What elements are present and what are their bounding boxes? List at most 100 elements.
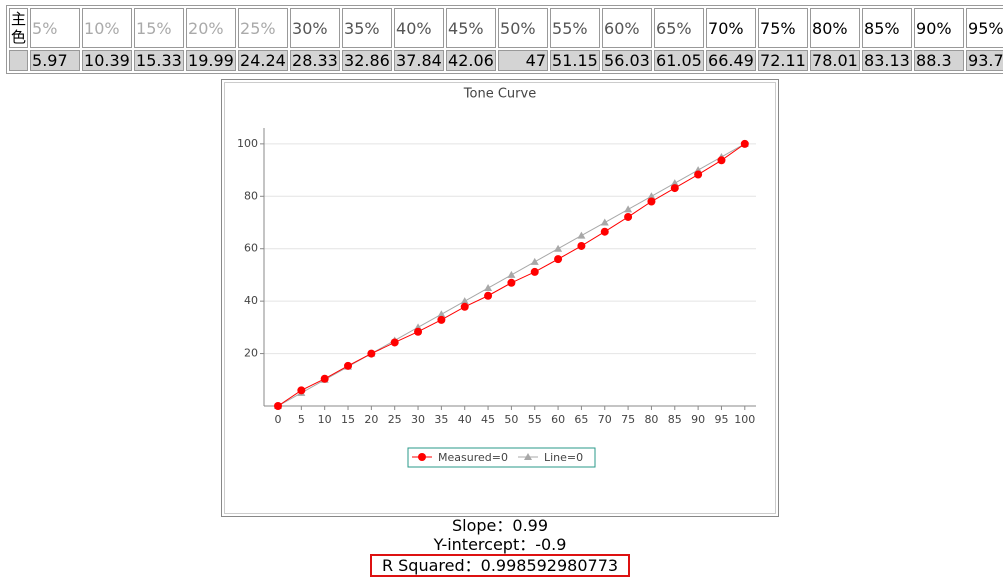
header-cell: 75% <box>758 8 809 48</box>
header-cell: 5% <box>30 8 81 48</box>
point <box>530 267 539 276</box>
x-tick-label: 90 <box>691 413 705 426</box>
header-cell: 55% <box>550 8 601 48</box>
highlight-box: R Squared：0.998592980773 <box>369 554 631 577</box>
point <box>600 218 609 226</box>
y-tick-label: 60 <box>244 242 258 255</box>
point <box>297 386 306 395</box>
value-cell: 5.97 <box>30 50 81 71</box>
point <box>344 361 353 370</box>
point <box>484 291 493 300</box>
header-cell: 35% <box>342 8 393 48</box>
value-cell: 51.15 <box>550 50 601 71</box>
value-cell: 10.39 <box>82 50 133 71</box>
x-tick-label: 100 <box>734 413 755 426</box>
chart: Tone Curve 20 40 60 80 100 0 5 10 15 20 25 30 35 40 45… <box>237 87 756 468</box>
value-cell: 93.74 <box>966 50 1003 71</box>
x-tick-label: 35 <box>434 413 448 426</box>
legend-marker <box>418 453 426 461</box>
header-cell: 50% <box>498 8 549 48</box>
value-cell: 66.49 <box>706 50 757 71</box>
point <box>624 212 633 221</box>
x-tick-label: 55 <box>528 413 542 426</box>
point <box>507 270 516 278</box>
stat-row: Y-intercept：-0.9 <box>0 535 1000 554</box>
x-tick-label: 70 <box>598 413 612 426</box>
point <box>624 205 633 213</box>
point <box>437 315 446 324</box>
header-cell: 95% <box>966 8 1003 48</box>
x-tick-label: 5 <box>298 413 305 426</box>
stat-value: 0.998592980773 <box>480 556 619 575</box>
header-cell: 40% <box>394 8 445 48</box>
x-tick-label: 15 <box>341 413 355 426</box>
point <box>274 402 283 410</box>
chart-title: Tone Curve <box>463 87 536 102</box>
legend-box <box>407 447 596 468</box>
stat-value: 0.99 <box>512 516 549 535</box>
point <box>390 338 399 347</box>
x-tick-label: 10 <box>318 413 332 426</box>
point <box>577 241 586 250</box>
x-tick-label: 20 <box>364 413 378 426</box>
value-cell: 42.06 <box>446 50 497 71</box>
y-tick-label: 40 <box>244 294 258 307</box>
point <box>320 374 329 383</box>
point <box>530 257 539 265</box>
value-cell: 78.01 <box>810 50 861 71</box>
header-cell: 25% <box>238 8 289 48</box>
x-tick-label: 25 <box>388 413 402 426</box>
point <box>577 231 586 239</box>
value-cell: 72.11 <box>758 50 809 71</box>
x-tick-label: 30 <box>411 413 425 426</box>
x-tick-label: 85 <box>668 413 682 426</box>
point <box>460 302 469 311</box>
header-cell: 20% <box>186 8 237 48</box>
y-tick-label: 80 <box>244 189 258 202</box>
point <box>647 192 656 200</box>
chart-frame: Tone Curve 20 40 60 80 100 0 5 10 15 20 25 30 35 40 45… <box>221 79 779 517</box>
header-cell: 30% <box>290 8 341 48</box>
stat-label: R Squared： <box>381 556 481 575</box>
x-tick-label: 95 <box>714 413 728 426</box>
value-cell: 61.05 <box>654 50 705 71</box>
y-tick-label: 100 <box>237 137 258 150</box>
value-row: 5.97 10.39 15.33 19.99 24.24 28.33 32.86 37.84 4… <box>9 50 1003 71</box>
point <box>507 278 516 287</box>
header-cell: 45% <box>446 8 497 48</box>
legend-marker <box>524 453 532 460</box>
value-cell: 56.03 <box>602 50 653 71</box>
point <box>414 327 423 336</box>
x-tick-label: 60 <box>551 413 565 426</box>
x-tick-label: 45 <box>481 413 495 426</box>
point <box>694 170 703 179</box>
point <box>600 227 609 236</box>
value-cell: 47 <box>498 50 549 71</box>
value-cell: 15.33 <box>134 50 185 71</box>
header-cell: 10% <box>82 8 133 48</box>
value-cell: 88.3 <box>914 50 965 71</box>
point <box>670 184 679 193</box>
value-cell: 83.13 <box>862 50 913 71</box>
x-tick-label: 75 <box>621 413 635 426</box>
header-cell: 90% <box>914 8 965 48</box>
x-tick-label: 65 <box>574 413 588 426</box>
point <box>554 244 563 252</box>
value-cell: 19.99 <box>186 50 237 71</box>
point <box>740 139 749 148</box>
header-cell: 70% <box>706 8 757 48</box>
header-cell: 80% <box>810 8 861 48</box>
point <box>367 349 376 358</box>
point <box>437 310 446 318</box>
value-cell: 28.33 <box>290 50 341 71</box>
header-cell: 65% <box>654 8 705 48</box>
y-tick-label: 20 <box>244 347 258 360</box>
stat-label: Y-intercept： <box>433 535 536 554</box>
header-cell: 85% <box>862 8 913 48</box>
value-cell: 37.84 <box>394 50 445 71</box>
x-tick-label: 50 <box>504 413 518 426</box>
legend-label: Measured=0 <box>438 451 508 464</box>
legend-label: Line=0 <box>544 451 583 464</box>
stat-row: Slope：0.99 <box>0 516 1000 535</box>
